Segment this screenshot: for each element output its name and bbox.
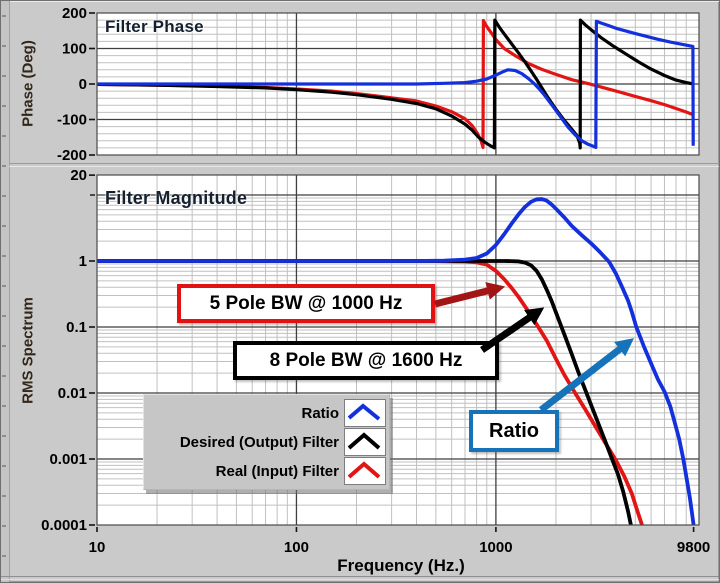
svg-text:-200: -200 [57,147,87,164]
legend-line-sample-real [347,461,381,479]
legend-line-sample-ratio [347,403,381,421]
panel-bottom-edge [1,576,719,580]
legend-label-ratio: Ratio [301,404,340,422]
annotation-ratio: Ratio [469,410,559,452]
plot-legend: Ratio Desired (Output) Filter Real (Inpu… [143,394,390,490]
x-axis-label: Frequency (Hz.) [337,556,465,575]
legend-label-real: Real (Input) Filter [215,462,339,480]
plot-separator [9,163,719,167]
svg-text:-100: -100 [57,112,87,129]
magnitude-y-axis-label: RMS Spectrum [19,297,37,404]
svg-text:100: 100 [62,41,87,58]
legend-swatch-desired[interactable] [344,428,386,456]
annotation-ratio-text: Ratio [489,419,539,442]
svg-text:0.01: 0.01 [58,385,87,402]
svg-text:0: 0 [79,76,87,93]
svg-text:0.1: 0.1 [66,319,87,336]
legend-swatch-ratio[interactable] [344,399,386,427]
svg-text:100: 100 [284,539,309,556]
panel-edge-ruler [1,1,10,582]
annotation-8-pole-text: 8 Pole BW @ 1600 Hz [269,349,463,371]
arrow-to-red-curve [434,282,506,308]
phase-plot-title: Filter Phase [105,17,204,36]
svg-text:10: 10 [89,539,106,556]
annotation-5-pole-filter: 5 Pole BW @ 1000 Hz [177,284,435,323]
svg-text:1: 1 [79,253,87,270]
curve-desired-output-filter [97,18,694,150]
legend-row-ratio: Ratio [144,399,386,427]
phase-y-axis-label: Phase (Deg) [19,40,37,127]
legend-row-desired: Desired (Output) Filter [144,428,386,456]
svg-text:20: 20 [70,167,87,184]
annotation-8-pole-filter: 8 Pole BW @ 1600 Hz [233,341,499,380]
svg-text:9800: 9800 [677,539,710,556]
svg-text:0.001: 0.001 [49,451,87,468]
curve-ratio [97,19,695,150]
magnitude-plot-title: Filter Magnitude [105,188,248,208]
arrow-to-blue-curve [538,338,635,413]
legend-line-sample-desired [347,432,381,450]
annotation-5-pole-text: 5 Pole BW @ 1000 Hz [209,292,403,314]
curve-real-input-filter [97,18,695,150]
svg-text:1000: 1000 [479,539,512,556]
legend-label-desired: Desired (Output) Filter [179,433,339,451]
svg-text:200: 200 [62,5,87,22]
svg-text:0.0001: 0.0001 [41,517,87,534]
legend-swatch-real[interactable] [344,457,386,485]
legend-row-real: Real (Input) Filter [144,457,386,485]
